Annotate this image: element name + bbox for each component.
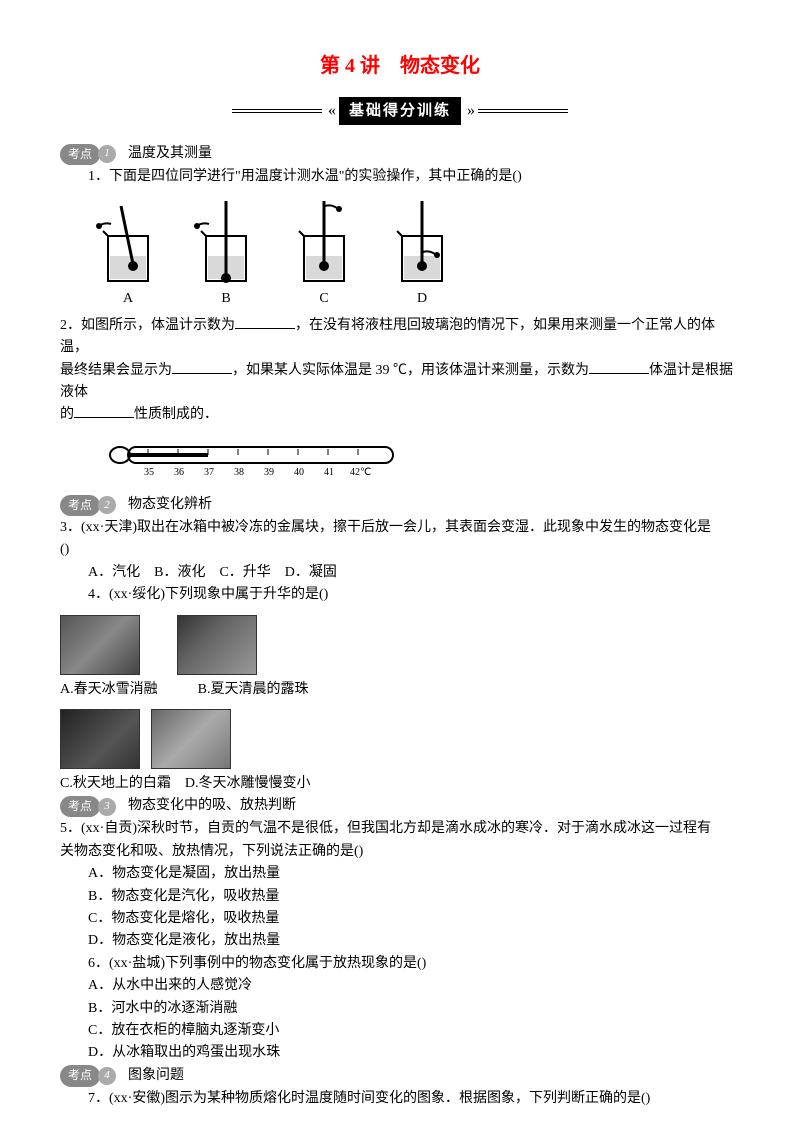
beaker-label-a: A bbox=[123, 288, 133, 310]
q5-text: 5．(xx·自贡)深秋时节，自贡的气温不是很低，但我国北方却是滴水成冰的寒冷．对… bbox=[60, 818, 740, 863]
q3-text: 3．(xx·天津)取出在冰箱中被冷冻的金属块，擦干后放一会儿，其表面会变湿．此现… bbox=[60, 517, 740, 562]
q4-photos-row2 bbox=[60, 709, 740, 769]
topic-title: 温度及其测量 bbox=[128, 143, 212, 165]
tick-42: 42℃ bbox=[350, 467, 371, 478]
topic-title: 物态变化辨析 bbox=[128, 494, 212, 516]
banner-label: 基础得分训练 bbox=[339, 97, 461, 125]
tick-40: 40 bbox=[294, 467, 304, 478]
topic-number: 4 bbox=[98, 1067, 116, 1085]
q5-opt-c: C．物态变化是熔化，吸收热量 bbox=[60, 908, 740, 930]
q1-figure-row: A B C bbox=[88, 196, 740, 310]
tick-41: 41 bbox=[324, 467, 334, 478]
q2-text: 2．如图所示，体温计示数为，在没有将液柱甩回玻璃泡的情况下，如果用来测量一个正常… bbox=[60, 315, 740, 427]
topic-badge: 考点 bbox=[60, 796, 100, 817]
beaker-label-c: C bbox=[319, 288, 328, 310]
tick-37: 37 bbox=[204, 467, 214, 478]
topic-badge: 考点 bbox=[60, 144, 100, 165]
beaker-label-b: B bbox=[221, 288, 230, 310]
q5-opt-a: A．物态变化是凝固，放出热量 bbox=[60, 863, 740, 885]
topic-number: 3 bbox=[98, 798, 116, 816]
topic-3-header: 考点 3 物态变化中的吸、放热判断 bbox=[60, 795, 296, 817]
q7-text: 7．(xx·安徽)图示为某种物质熔化时温度随时间变化的图象．根据图象，下列判断正… bbox=[60, 1088, 740, 1110]
beaker-a: A bbox=[88, 196, 168, 310]
beaker-label-d: D bbox=[417, 288, 427, 310]
topic-number: 1 bbox=[98, 145, 116, 163]
photo-spring bbox=[60, 615, 140, 675]
q6-opt-b: B．河水中的冰逐渐消融 bbox=[60, 998, 740, 1020]
topic-badge: 考点 bbox=[60, 495, 100, 516]
q6-opt-d: D．从冰箱取出的鸡蛋出现水珠 bbox=[60, 1042, 740, 1064]
section-banner: « 基础得分训练 » bbox=[60, 97, 740, 125]
q5-opt-b: B．物态变化是汽化，吸收热量 bbox=[60, 886, 740, 908]
q6-opt-c: C．放在衣柜的樟脑丸逐渐变小 bbox=[60, 1020, 740, 1042]
chevron-right-icon: » bbox=[467, 98, 472, 124]
tick-35: 35 bbox=[144, 467, 154, 478]
photo-summer bbox=[177, 615, 257, 675]
chevron-left-icon: « bbox=[328, 98, 333, 124]
q4-captions-ab: A.春天冰雪消融 B.夏天清晨的露珠 bbox=[60, 679, 740, 701]
q4-photos-row1 bbox=[60, 615, 740, 675]
page-title: 第 4 讲 物态变化 bbox=[60, 50, 740, 82]
tick-39: 39 bbox=[264, 467, 274, 478]
beaker-d: D bbox=[382, 196, 462, 310]
photo-autumn bbox=[60, 709, 140, 769]
q3-options: A．汽化 B．液化 C．升华 D．凝固 bbox=[60, 562, 740, 584]
topic-title: 图象问题 bbox=[128, 1065, 184, 1087]
beaker-b: B bbox=[186, 196, 266, 310]
photo-winter bbox=[151, 709, 231, 769]
q1-text: 1．下面是四位同学进行"用温度计测水温"的实验操作，其中正确的是() bbox=[60, 166, 740, 188]
topic-number: 2 bbox=[98, 496, 116, 514]
topic-2-header: 考点 2 物态变化辨析 bbox=[60, 494, 212, 516]
topic-badge: 考点 bbox=[60, 1065, 100, 1086]
topic-4-header: 考点 4 图象问题 bbox=[60, 1065, 184, 1087]
q5-opt-d: D．物态变化是液化，放出热量 bbox=[60, 930, 740, 952]
topic-title: 物态变化中的吸、放热判断 bbox=[128, 795, 296, 817]
beaker-c: C bbox=[284, 196, 364, 310]
q6-opt-a: A．从水中出来的人感觉冷 bbox=[60, 975, 740, 997]
topic-1-header: 考点 1 温度及其测量 bbox=[60, 143, 212, 165]
thermometer-figure: 35 36 37 38 39 40 41 42℃ bbox=[108, 433, 740, 486]
tick-38: 38 bbox=[234, 467, 244, 478]
q4-text: 4．(xx·绥化)下列现象中属于升华的是() bbox=[60, 584, 740, 606]
q6-text: 6．(xx·盐城)下列事例中的物态变化属于放热现象的是() bbox=[60, 953, 740, 975]
q4-captions-cd: C.秋天地上的白霜 D.冬天冰雕慢慢变小 bbox=[60, 773, 740, 795]
tick-36: 36 bbox=[174, 467, 184, 478]
